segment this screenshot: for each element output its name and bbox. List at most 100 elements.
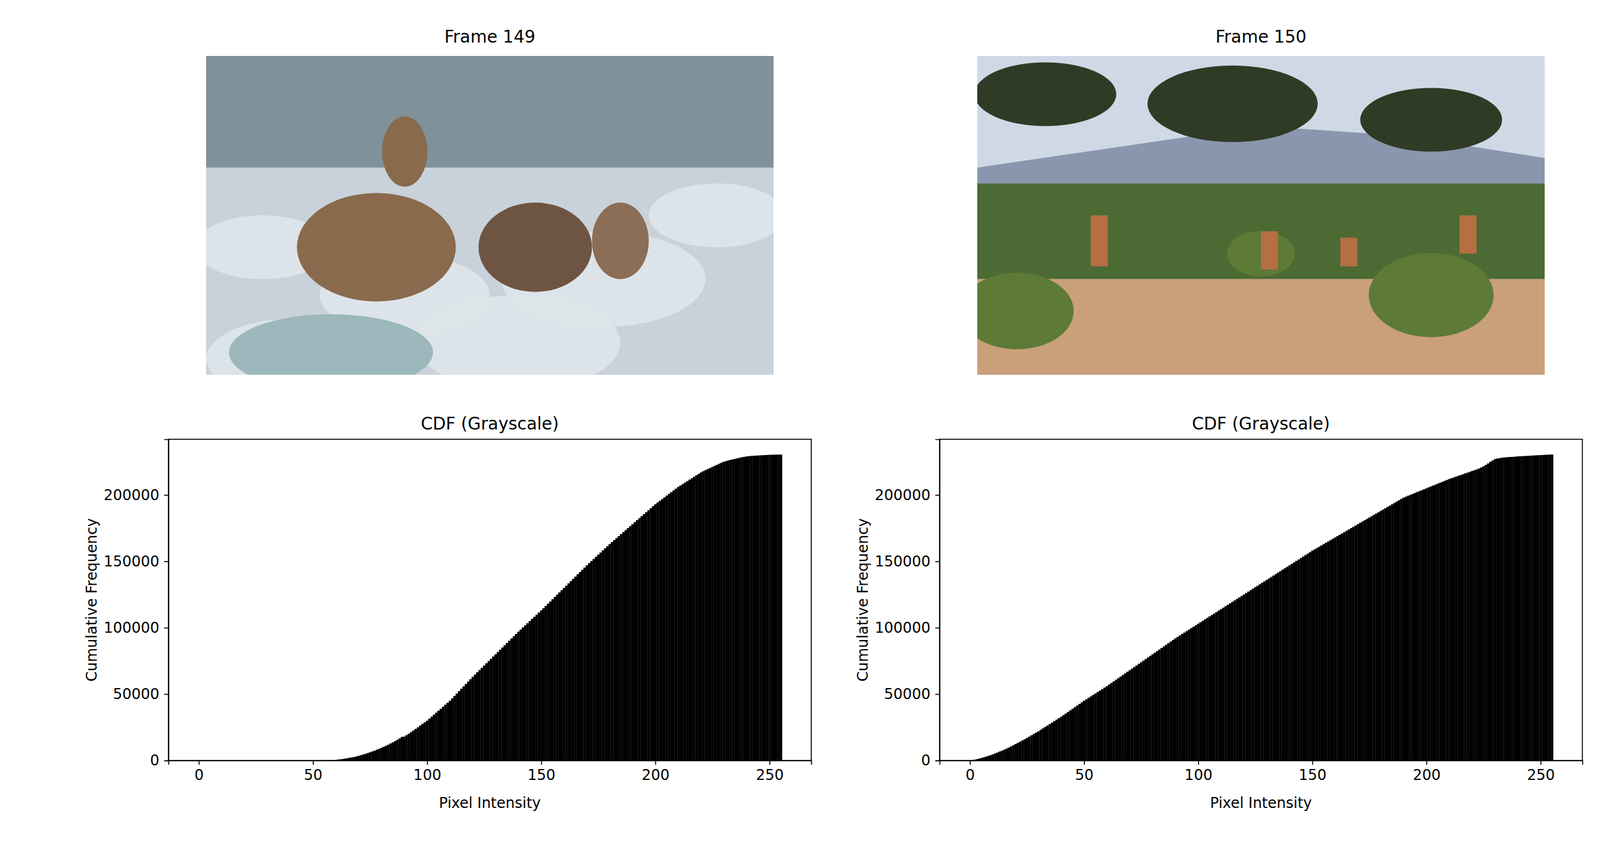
bar	[743, 456, 746, 761]
bar	[1404, 496, 1408, 761]
tick-label: 200000	[103, 486, 160, 504]
bar	[576, 574, 579, 761]
bar	[991, 754, 995, 761]
bar	[480, 667, 483, 761]
tick: 200	[1412, 760, 1441, 784]
bar	[1537, 454, 1540, 761]
bar	[1187, 629, 1191, 761]
bar	[1541, 454, 1545, 761]
bar	[1062, 714, 1065, 761]
bar	[1083, 700, 1086, 761]
bar	[1014, 743, 1017, 761]
bar	[757, 455, 760, 761]
bar	[594, 556, 598, 761]
bar	[1407, 495, 1410, 761]
bar	[1165, 644, 1168, 761]
bar	[1185, 630, 1189, 761]
bar	[554, 596, 557, 761]
bar	[1409, 494, 1412, 761]
bar	[1064, 713, 1068, 761]
bar	[1244, 592, 1248, 761]
bar	[1516, 456, 1520, 761]
bar	[1048, 723, 1051, 761]
bar	[752, 455, 755, 761]
bar	[1379, 510, 1383, 761]
bar	[1066, 711, 1070, 761]
bar	[1094, 693, 1097, 761]
bar	[389, 743, 392, 761]
tick-mark	[541, 760, 543, 765]
bar	[1108, 684, 1111, 761]
tick-label: 150	[1298, 766, 1327, 784]
bar	[1438, 482, 1442, 761]
bar	[1356, 524, 1360, 761]
bar	[1466, 472, 1469, 761]
bar	[1176, 636, 1180, 761]
tick: 50	[304, 760, 323, 784]
bar	[1482, 465, 1486, 761]
bar	[494, 653, 497, 761]
bar	[1169, 640, 1172, 761]
photo	[206, 55, 774, 375]
bar	[1007, 747, 1011, 761]
bar	[1153, 652, 1157, 761]
bar	[688, 479, 691, 761]
bar	[360, 754, 363, 761]
bar	[369, 751, 372, 761]
bar	[1123, 673, 1127, 761]
bar	[1162, 645, 1166, 761]
bar	[1343, 532, 1346, 761]
bar	[685, 481, 689, 761]
bar	[1446, 479, 1449, 761]
bar	[555, 594, 559, 761]
bar	[1452, 477, 1456, 761]
tick-mark	[935, 626, 940, 629]
bar	[711, 466, 714, 761]
tick-label: 0	[921, 751, 931, 769]
photo-trees	[206, 55, 774, 168]
bar	[1489, 461, 1492, 761]
tick: 100000	[874, 619, 940, 637]
bar	[1053, 720, 1056, 761]
tick-label: 100	[413, 766, 442, 784]
tick: 150000	[874, 552, 940, 570]
bar	[1447, 478, 1451, 761]
bar	[1514, 456, 1517, 761]
bar	[462, 685, 465, 761]
bar	[1434, 484, 1438, 761]
bar	[1253, 586, 1257, 761]
bar	[544, 605, 548, 761]
bar	[649, 507, 652, 761]
bar	[1372, 514, 1375, 761]
chart-title: CDF (Grayscale)	[1191, 413, 1330, 434]
axis-line	[935, 439, 941, 761]
bar	[355, 755, 358, 761]
bar	[1183, 632, 1186, 761]
bar	[375, 749, 379, 761]
bar	[530, 618, 534, 761]
tick-label: 0	[150, 751, 160, 769]
bar	[1238, 597, 1241, 761]
tick-label: 150000	[103, 552, 160, 570]
bar	[1041, 727, 1045, 761]
bar	[567, 583, 570, 761]
bar	[1528, 455, 1531, 761]
photo-tree	[1147, 65, 1318, 143]
bar	[718, 463, 721, 761]
bar	[1231, 601, 1234, 761]
bar	[1297, 559, 1301, 761]
tick-mark	[1426, 760, 1428, 765]
bar	[1196, 623, 1200, 761]
tick-label: 50000	[884, 685, 931, 703]
bar	[772, 454, 776, 761]
bar	[603, 547, 607, 761]
bar	[1498, 457, 1501, 761]
bar	[549, 601, 552, 761]
photo-pine	[228, 313, 433, 375]
bar	[699, 471, 703, 761]
bar	[647, 510, 650, 761]
bar	[1416, 491, 1419, 761]
tick-mark	[1083, 760, 1085, 765]
bar	[1199, 622, 1202, 761]
photo-tree	[977, 62, 1117, 126]
